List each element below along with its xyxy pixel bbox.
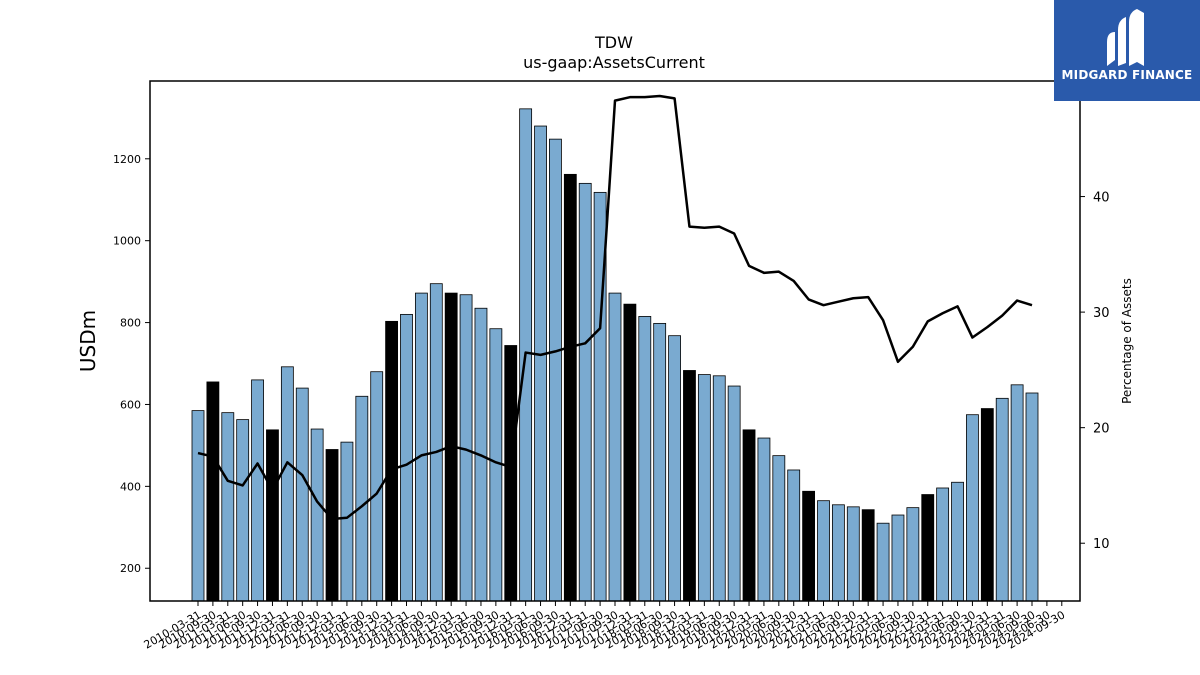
bar [295, 387, 309, 602]
y-tick-label: 400 [120, 480, 141, 493]
bar [936, 487, 950, 602]
x-axis: 2010-03-312010-09-302011-03-312011-06-30… [142, 601, 1067, 652]
bar [1010, 384, 1024, 602]
bar [414, 292, 428, 602]
midgard-finance-logo: MIDGARD FINANCE [1054, 0, 1200, 101]
chart-title: TDW [594, 33, 633, 52]
bar [712, 375, 726, 602]
bar [385, 320, 399, 602]
bar [742, 429, 756, 602]
bar [861, 509, 875, 602]
y-axis-label: USDm [76, 310, 100, 372]
bar [906, 507, 920, 602]
y-tick-label: 200 [120, 562, 141, 575]
bar [534, 125, 547, 602]
y2-tick-label: 10 [1093, 537, 1110, 552]
bar [608, 292, 622, 602]
bar [876, 522, 890, 602]
bar-series [191, 108, 1039, 602]
bar [504, 345, 518, 602]
bar [772, 455, 786, 602]
bar [578, 182, 592, 602]
bar [340, 441, 354, 602]
y-tick-label: 600 [120, 398, 141, 411]
bar [846, 506, 860, 602]
bar [191, 410, 205, 602]
y-tick-label: 1000 [113, 235, 141, 248]
bar [355, 395, 369, 602]
bar [921, 494, 935, 602]
bar [221, 412, 235, 602]
percentage-line [197, 94, 1033, 521]
bar [429, 283, 443, 602]
bar [310, 428, 324, 602]
bar [995, 397, 1009, 602]
bar [891, 514, 905, 602]
bar [638, 316, 652, 602]
bar [1025, 392, 1039, 602]
bar [787, 469, 801, 602]
bar [727, 385, 741, 602]
bar [563, 173, 577, 602]
bar [236, 419, 250, 602]
bar [206, 381, 220, 602]
y-axis-left: 200 400 600 800 1000 1200 [113, 153, 150, 575]
bar [653, 322, 667, 602]
y2-tick-label: 40 [1093, 191, 1110, 206]
bar [697, 374, 711, 602]
bar [668, 335, 681, 602]
y2-tick-label: 20 [1093, 422, 1110, 437]
chart-subtitle: us-gaap:AssetsCurrent [523, 53, 705, 72]
bar [251, 379, 264, 602]
bar [831, 504, 845, 602]
bar [683, 370, 696, 602]
bar [817, 500, 830, 602]
y2-axis-label: Percentage of Assets [1120, 278, 1134, 404]
bar [966, 414, 979, 602]
y-axis-right: 10 20 30 40 [1080, 191, 1110, 552]
bar [757, 437, 771, 602]
bar [266, 429, 279, 602]
bar [980, 408, 994, 602]
bar [951, 481, 964, 602]
y-tick-label: 800 [120, 317, 141, 330]
bar [802, 490, 816, 602]
y2-tick-label: 30 [1093, 306, 1110, 321]
bar [325, 449, 339, 602]
logo-text: MIDGARD FINANCE [1061, 68, 1193, 82]
logo-mark-icon [1107, 9, 1144, 66]
bar [400, 313, 413, 602]
bar [549, 138, 562, 602]
y-tick-label: 1200 [113, 153, 141, 166]
bar [623, 303, 637, 602]
bar [280, 366, 294, 602]
